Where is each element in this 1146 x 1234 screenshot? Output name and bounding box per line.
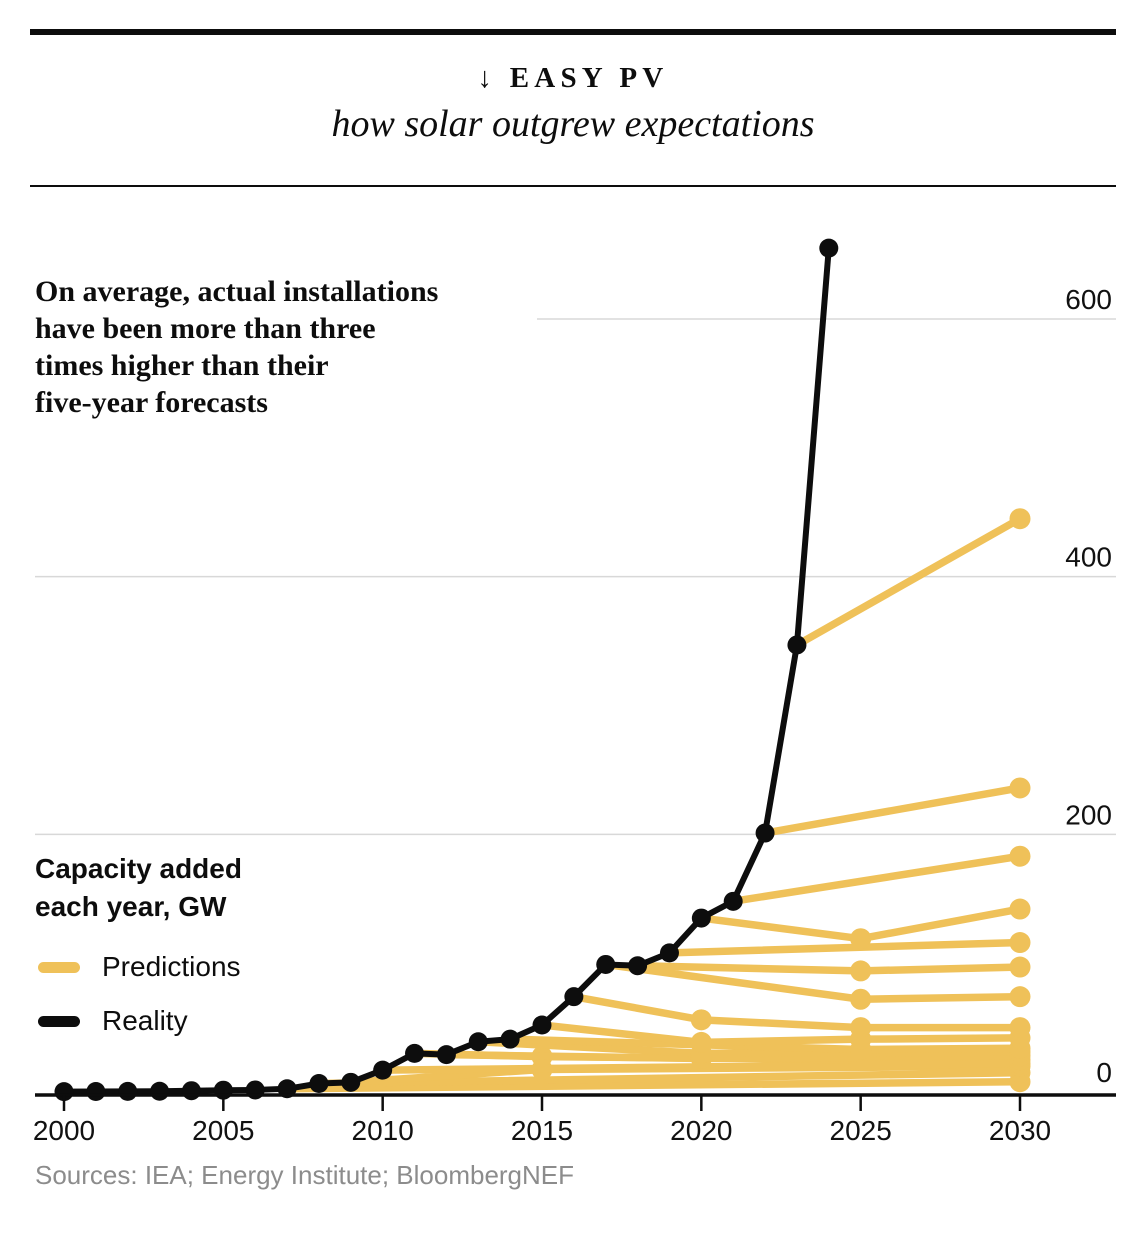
reality-point-2002 <box>118 1081 138 1101</box>
x-tick-label-2010: 2010 <box>352 1115 414 1146</box>
reality-point-2022 <box>755 823 775 843</box>
reality-point-2011 <box>405 1043 425 1063</box>
top-rule <box>30 29 1116 35</box>
chart-title: how solar outgrew expectations <box>331 103 815 145</box>
prediction-point-2025 <box>850 960 872 982</box>
reality-point-2008 <box>309 1073 329 1093</box>
prediction-line-14 <box>729 852 1024 906</box>
prediction-point-2025 <box>850 988 872 1010</box>
reality-point-2015 <box>532 1015 552 1035</box>
prediction-point-2020 <box>690 1031 712 1053</box>
reality-point-2019 <box>659 943 679 963</box>
y-tick-label-0: 0 <box>1096 1057 1112 1088</box>
prediction-line-0 <box>283 1077 1024 1093</box>
reality-point-2014 <box>500 1029 520 1049</box>
reality-point-2024 <box>819 238 839 258</box>
prediction-point-2030 <box>1009 956 1031 978</box>
y-tick-label-200: 200 <box>1065 799 1112 830</box>
x-tick-label-2015: 2015 <box>511 1115 573 1146</box>
prediction-line-9 <box>570 992 1024 1032</box>
x-tick-label-2020: 2020 <box>670 1115 732 1146</box>
x-tick-label-2000: 2000 <box>33 1115 95 1146</box>
reality-swatch <box>38 1015 80 1027</box>
x-tick-label-2005: 2005 <box>192 1115 254 1146</box>
reality-point-2020 <box>691 908 711 928</box>
prediction-line-16 <box>793 514 1024 649</box>
reality-point-2023 <box>787 635 807 655</box>
prediction-point-2025 <box>850 1017 872 1039</box>
reality-point-2016 <box>564 987 584 1007</box>
reality-point-2018 <box>628 956 648 976</box>
predictions-label: Predictions <box>102 951 241 982</box>
prediction-point-2030 <box>1009 986 1031 1008</box>
reality-point-2017 <box>596 954 616 974</box>
legend-item-predictions: Predictions <box>38 951 241 982</box>
prediction-point-2030 <box>1009 777 1031 799</box>
prediction-point-2030 <box>1009 1017 1031 1039</box>
x-tick-label-2030: 2030 <box>989 1115 1051 1146</box>
prediction-line-11 <box>633 961 1024 975</box>
reality-label: Reality <box>102 1005 188 1036</box>
reality-point-2004 <box>181 1081 201 1101</box>
reality-point-2009 <box>341 1072 361 1092</box>
chart-kicker: ↓ EASY PV <box>477 62 669 94</box>
sources-note: Sources: IEA; Energy Institute; Bloomber… <box>35 1160 575 1190</box>
prediction-line-15 <box>761 784 1024 837</box>
reality-point-2012 <box>436 1045 456 1065</box>
predictions-swatch <box>38 961 80 973</box>
prediction-point-2030 <box>1009 845 1031 867</box>
reality-point-2021 <box>723 891 743 911</box>
prediction-line-8 <box>538 1021 1024 1047</box>
reality-point-2010 <box>373 1060 393 1080</box>
prediction-point-2025 <box>850 928 872 950</box>
y-tick-label-600: 600 <box>1065 284 1112 315</box>
prediction-point-2020 <box>690 1009 712 1031</box>
prediction-line-12 <box>665 938 1024 957</box>
y-axis-title: Capacity added each year, GW <box>35 853 242 922</box>
x-tick-label-2025: 2025 <box>830 1115 892 1146</box>
reality-point-2003 <box>150 1081 170 1101</box>
header-divider <box>30 185 1116 187</box>
reality-point-2013 <box>468 1032 488 1052</box>
prediction-point-2030 <box>1009 898 1031 920</box>
prediction-line-1 <box>315 1068 1024 1088</box>
reality-point-2001 <box>86 1081 106 1101</box>
y-tick-label-400: 400 <box>1065 542 1112 573</box>
legend-item-reality: Reality <box>38 1005 188 1036</box>
prediction-point-2030 <box>1009 508 1031 530</box>
chart-annotation: On average, actual installations have be… <box>35 275 439 419</box>
prediction-point-2030 <box>1009 932 1031 954</box>
